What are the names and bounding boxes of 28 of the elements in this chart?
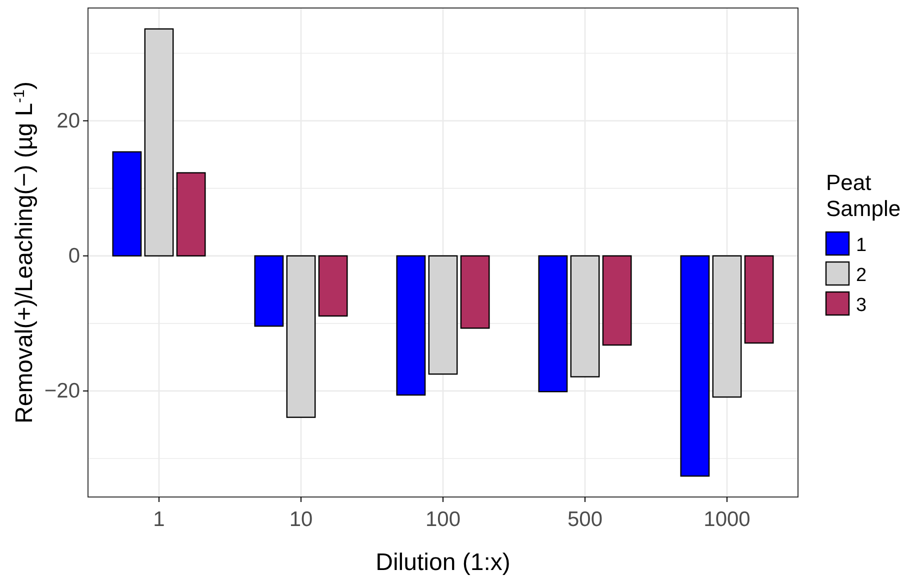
legend-title: Peat Sample <box>826 170 901 221</box>
bar <box>680 255 710 477</box>
y-tick-label: −20 <box>44 380 80 403</box>
x-tick-label: 1000 <box>704 508 750 531</box>
bar <box>254 255 284 327</box>
y-tick-label: 20 <box>56 110 80 133</box>
bar <box>396 255 426 396</box>
x-tick-label: 10 <box>289 508 313 531</box>
x-tick-label: 500 <box>567 508 603 531</box>
y-tick-label: 0 <box>68 244 80 268</box>
bar <box>460 255 490 329</box>
bar <box>428 255 458 375</box>
legend-label: 3 <box>856 295 867 316</box>
bar <box>538 255 568 392</box>
x-tick-label: 1 <box>153 508 165 531</box>
bar <box>712 255 742 398</box>
legend-label: 2 <box>856 265 867 286</box>
bar <box>318 255 348 317</box>
bar <box>570 255 600 378</box>
bar <box>176 172 206 256</box>
bar <box>602 255 632 346</box>
legend-label: 1 <box>856 235 867 256</box>
x-tick-label: 100 <box>425 508 461 531</box>
x-axis-title: Dilution (1:x) <box>376 549 510 576</box>
bar <box>744 255 774 344</box>
bar <box>144 28 174 256</box>
bar <box>286 255 316 418</box>
bar <box>112 151 142 256</box>
